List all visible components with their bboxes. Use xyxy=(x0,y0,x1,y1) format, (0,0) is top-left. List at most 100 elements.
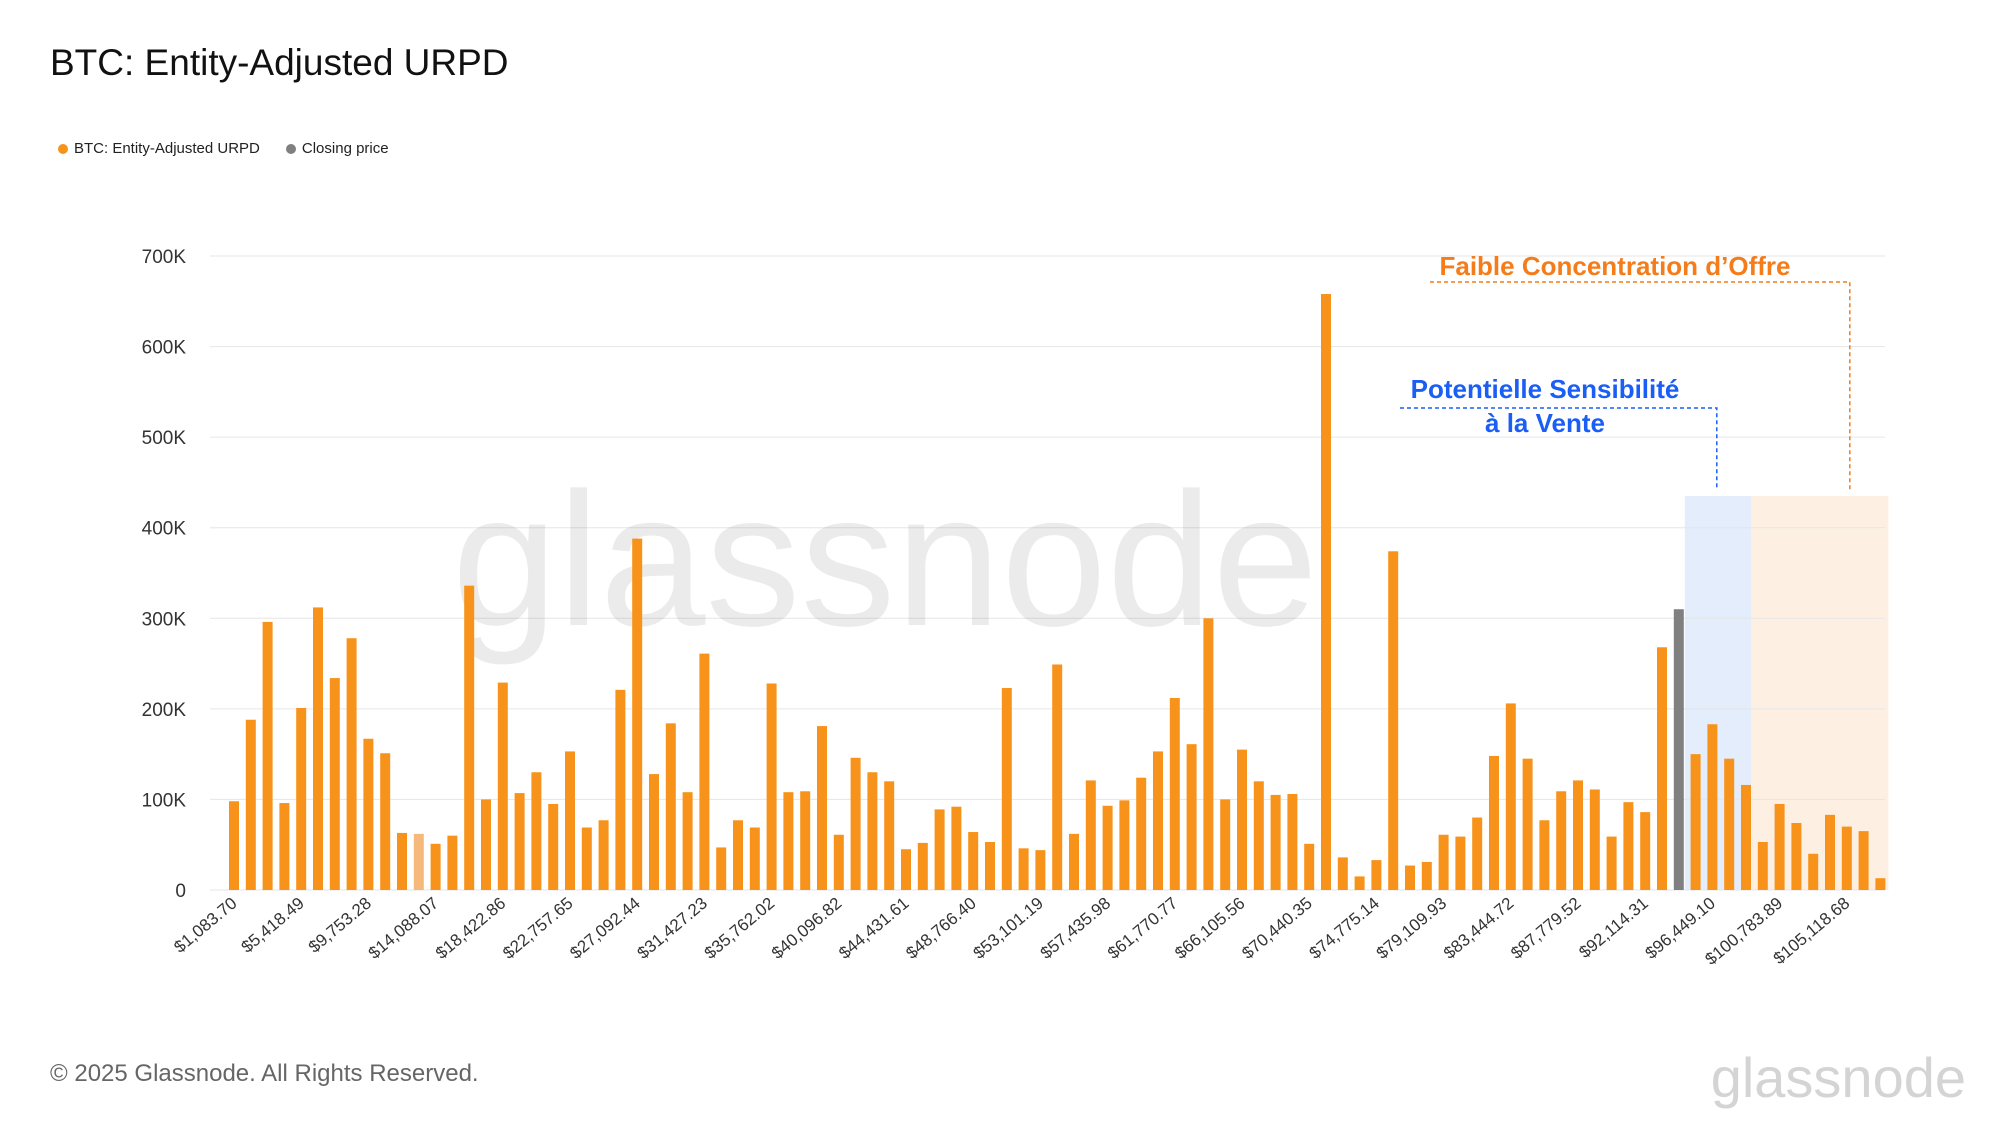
legend-item-closing-price[interactable]: Closing price xyxy=(285,140,389,157)
urpd-bar xyxy=(699,653,710,890)
urpd-bar xyxy=(733,820,743,890)
urpd-bar xyxy=(1472,817,1483,890)
closing-price-bar xyxy=(1673,609,1684,890)
x-tick-label: $87,779.52 xyxy=(1507,894,1584,963)
urpd-bar xyxy=(548,803,559,890)
urpd-bar xyxy=(1270,794,1281,890)
urpd-bar xyxy=(968,832,979,890)
urpd-bar xyxy=(934,809,945,890)
urpd-bar xyxy=(1018,848,1029,890)
urpd-bar xyxy=(1421,861,1432,890)
urpd-bar xyxy=(1522,758,1533,890)
urpd-bar xyxy=(1287,793,1298,890)
urpd-bar xyxy=(1052,664,1063,890)
legend-item-urpd[interactable]: BTC: Entity-Adjusted URPD xyxy=(58,140,260,157)
footer-logo: glassnode xyxy=(1710,1046,1966,1109)
urpd-bar xyxy=(380,753,391,890)
urpd-bar xyxy=(766,683,777,890)
urpd-bar xyxy=(1707,724,1718,890)
urpd-bar xyxy=(497,682,508,890)
y-tick-label: 100K xyxy=(142,790,187,811)
x-tick-label: $79,109.93 xyxy=(1373,894,1450,963)
bars xyxy=(229,294,1886,890)
urpd-bar xyxy=(1354,876,1365,890)
urpd-bar xyxy=(430,843,441,890)
urpd-bar xyxy=(1774,803,1785,890)
urpd-bar xyxy=(565,751,575,890)
urpd-bar xyxy=(917,842,928,890)
x-tick-label: $18,422.86 xyxy=(432,894,509,963)
urpd-bar xyxy=(481,799,491,890)
legend-dot-urpd xyxy=(58,143,68,154)
urpd-bar xyxy=(1102,805,1113,890)
x-tick-label: $48,766.40 xyxy=(902,894,979,963)
urpd-bar xyxy=(833,834,844,890)
urpd-bar xyxy=(1791,822,1802,890)
legend-label-urpd: BTC: Entity-Adjusted URPD xyxy=(74,140,260,157)
urpd-bar xyxy=(1186,744,1197,890)
urpd-bar xyxy=(749,827,760,890)
urpd-bar xyxy=(1388,551,1399,890)
urpd-bar xyxy=(1505,703,1516,890)
footer-copyright: © 2025 Glassnode. All Rights Reserved. xyxy=(50,1060,479,1087)
urpd-bar xyxy=(262,621,273,890)
urpd-bar xyxy=(783,792,794,890)
x-tick-label: $27,092.44 xyxy=(566,894,643,963)
urpd-bar xyxy=(649,774,659,890)
urpd-bar xyxy=(1035,850,1046,890)
urpd-bar xyxy=(464,585,475,890)
urpd-bar xyxy=(598,820,609,890)
urpd-bar xyxy=(1875,878,1886,890)
urpd-bar xyxy=(901,849,911,890)
urpd-bar xyxy=(1203,618,1214,890)
urpd-bar xyxy=(1371,860,1382,890)
urpd-bar xyxy=(615,689,626,890)
urpd-bar xyxy=(1455,836,1466,890)
annotation-sell-sensitivity-line1: Potentielle Sensibilité xyxy=(1411,374,1680,404)
urpd-bar xyxy=(1169,697,1180,890)
x-tick-label: $14,088.07 xyxy=(365,894,442,963)
urpd-bar xyxy=(514,793,525,890)
urpd-bar xyxy=(850,757,861,890)
urpd-bar xyxy=(1858,831,1869,890)
urpd-bar xyxy=(1690,754,1701,890)
x-tick-label: $31,427.23 xyxy=(634,894,711,963)
urpd-bar xyxy=(800,791,811,890)
x-tick-label: $92,114.31 xyxy=(1575,894,1651,962)
urpd-bar xyxy=(531,772,542,890)
legend-dot-closing-price xyxy=(285,143,296,154)
urpd-bar xyxy=(1253,781,1264,890)
annotation-low-supply: Faible Concentration d’Offre xyxy=(1439,251,1790,281)
urpd-bar xyxy=(329,678,340,890)
urpd-bar xyxy=(1825,814,1835,890)
y-tick-label: 300K xyxy=(142,609,187,630)
x-tick-label: $61,770.77 xyxy=(1104,894,1181,963)
urpd-bar xyxy=(1640,812,1651,890)
y-tick-label: 200K xyxy=(142,700,187,721)
urpd-bar xyxy=(1337,857,1348,890)
urpd-bar xyxy=(1589,789,1600,890)
x-tick-label: $66,105.56 xyxy=(1171,894,1248,963)
urpd-bar xyxy=(581,827,592,890)
annotation-sell-sensitivity-connector xyxy=(1400,407,1718,491)
urpd-bar xyxy=(1489,755,1499,890)
urpd-bar xyxy=(665,723,676,890)
urpd-bar xyxy=(1237,749,1247,890)
low-supply-band xyxy=(1751,496,1889,890)
urpd-bar xyxy=(447,835,458,890)
x-tick-label: $1,083.70 xyxy=(170,894,240,957)
urpd-bar xyxy=(1136,777,1147,890)
x-tick-label: $83,444.72 xyxy=(1440,894,1517,963)
urpd-bar xyxy=(1069,833,1079,890)
x-tick-label: $57,435.98 xyxy=(1037,894,1114,963)
urpd-bar xyxy=(682,792,693,890)
urpd-bar xyxy=(313,607,323,890)
urpd-bar xyxy=(1539,820,1550,890)
x-tick-label: $40,096.82 xyxy=(768,894,845,963)
urpd-bar xyxy=(884,781,895,890)
urpd-bar xyxy=(951,806,962,890)
x-tick-label: $70,440.35 xyxy=(1238,894,1315,963)
x-tick-label: $35,762.02 xyxy=(701,894,778,963)
annotation-sell-sensitivity-line2: à la Vente xyxy=(1485,408,1605,438)
